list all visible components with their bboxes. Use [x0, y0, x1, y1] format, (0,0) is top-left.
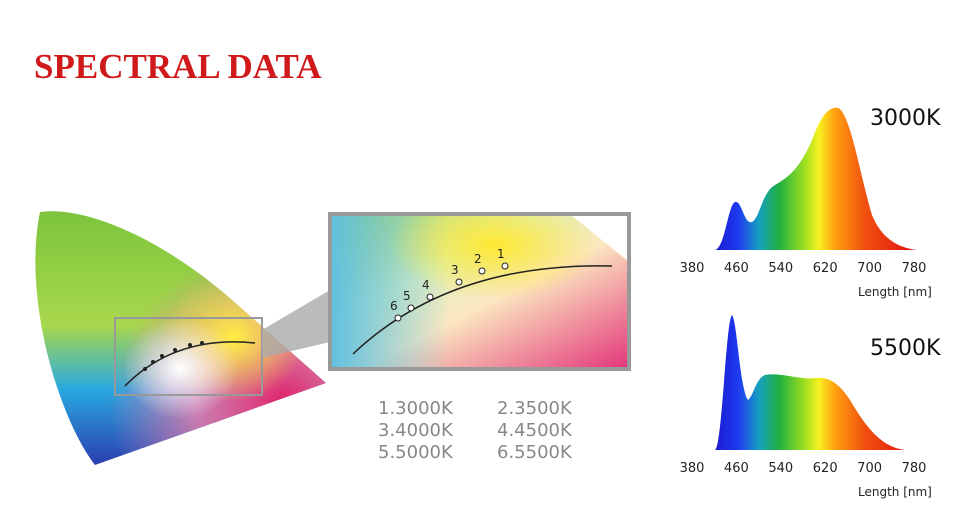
cie-diagram — [35, 211, 330, 465]
x-tick-label: 460 — [724, 261, 749, 276]
point-label: 3 — [451, 263, 459, 277]
point-label: 6 — [390, 299, 398, 313]
point-label: 2 — [474, 252, 482, 266]
legend-item: 6.5500K — [497, 442, 573, 463]
spectrum — [715, 107, 917, 250]
point-label: 1 — [497, 247, 505, 261]
x-tick-label: 540 — [768, 461, 793, 476]
legend-item: 4.4500K — [497, 420, 573, 441]
point-marker — [394, 314, 402, 322]
point-marker — [501, 262, 509, 270]
page-title: SPECTRAL DATA — [34, 47, 322, 86]
x-tick-label: 380 — [680, 261, 705, 276]
x-tick-label: 620 — [813, 461, 838, 476]
point-marker — [407, 304, 415, 312]
point-marker — [478, 267, 486, 275]
x-axis-label: Length [nm] — [858, 285, 932, 299]
x-tick-label: 540 — [768, 261, 793, 276]
x-tick-label: 620 — [813, 261, 838, 276]
legend-item: 3.4000K — [378, 420, 454, 441]
spectrum-label: 5500K — [870, 336, 941, 361]
x-tick-label: 700 — [857, 261, 882, 276]
spectrum-label: 3000K — [870, 106, 941, 131]
point-marker — [455, 278, 463, 286]
legend-item: 5.5000K — [378, 442, 454, 463]
legend-item: 2.3500K — [497, 398, 573, 419]
x-tick-label: 780 — [902, 261, 927, 276]
point-label: 4 — [422, 278, 430, 292]
x-tick-label: 700 — [857, 461, 882, 476]
point-marker — [426, 293, 434, 301]
x-tick-label: 460 — [724, 461, 749, 476]
x-tick-label: 780 — [902, 461, 927, 476]
x-tick-label: 380 — [680, 461, 705, 476]
point-label: 5 — [403, 289, 411, 303]
spectrum — [715, 315, 905, 450]
legend-item: 1.3000K — [378, 398, 454, 419]
x-axis-label: Length [nm] — [858, 485, 932, 499]
zoom-box — [328, 212, 631, 371]
